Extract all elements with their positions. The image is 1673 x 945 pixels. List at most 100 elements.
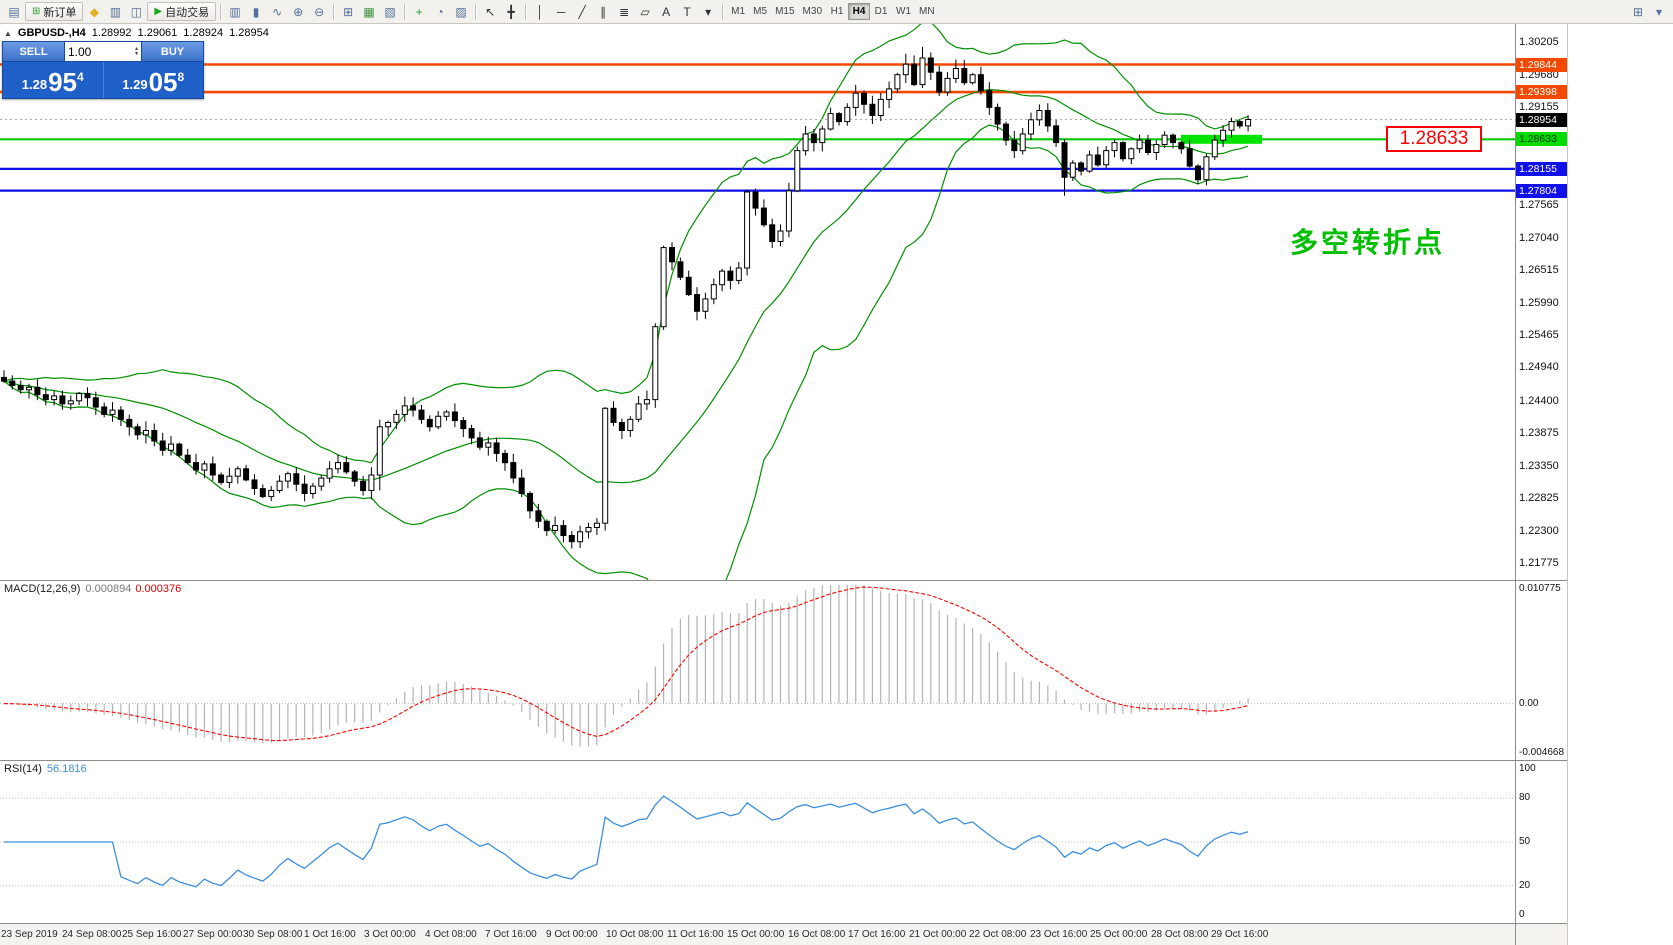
resistance-tag-2: 1.29398 [1516,85,1567,99]
macd-panel[interactable]: MACD(12,26,9) 0.000894 0.000376 [0,580,1515,760]
volume-input[interactable]: 1.00 ▴ ▾ [65,42,141,61]
timeframe-button-M30[interactable]: M30 [802,6,822,17]
price-tick: 1.29155 [1519,101,1559,113]
new-order-button[interactable]: ⊞ 新订单 [25,2,84,21]
crosshair-icon[interactable]: ╋ [507,4,515,19]
cursor-icon[interactable]: ↖ [485,4,496,19]
rsi-scale-tick: 100 [1519,763,1536,774]
periods-icon[interactable]: ◔ [436,4,444,19]
text-icon[interactable]: A [662,4,671,19]
rsi-chart[interactable] [0,761,1515,923]
autotrading-button[interactable]: ▶ 自动交易 [147,2,217,21]
channel-icon[interactable]: ∥ [600,4,607,19]
support-tag-2: 1.27804 [1516,184,1567,198]
time-axis-label: 25 Oct 00:00 [1090,929,1148,940]
buy-button[interactable]: BUY [141,42,203,61]
timeframe-button-MN[interactable]: MN [919,6,935,17]
timeframe-button-M1[interactable]: M1 [731,6,746,17]
time-axis-label: 17 Oct 16:00 [848,929,906,940]
time-axis[interactable]: 23 Sep 2019 24 Sep 08:00 25 Sep 16:00 27 Se… [0,923,1515,945]
line-chart-icon[interactable]: ∿ [272,4,283,19]
rsi-scale-tick: 80 [1519,792,1531,803]
new-chart-icon[interactable]: ⊞ [1632,4,1644,19]
arrange-windows-icon[interactable]: ▧ [384,4,396,19]
macd-label: MACD(12,26,9) 0.000894 0.000376 [4,583,181,595]
terminal-icon[interactable]: ▤ [8,4,20,19]
timeframe-button-M15[interactable]: M15 [775,6,795,17]
collapse-trade-panel-icon[interactable]: ▲ [4,28,12,38]
resistance-tag-1: 1.29844 [1516,58,1567,72]
price-scale-macd[interactable]: 0.010775 0.00 -0.004668 [1516,580,1567,760]
toolbar-separator [525,3,527,20]
time-axis-label: 16 Oct 08:00 [788,929,846,940]
bid-price[interactable]: 1.28 95 4 [3,62,104,98]
price-scale-main[interactable]: 1.302051.296801.291551.286301.281051.275… [1516,24,1567,580]
zoom-in-icon[interactable]: ⊕ [293,4,304,19]
ohlc-open: 1.28992 [91,27,132,39]
new-order-button-label: 新订单 [43,6,77,19]
time-axis-label: 24 Sep 08:00 [62,929,122,940]
auto-arrange-icon[interactable]: ▦ [363,4,375,19]
price-scale[interactable]: 1.302051.296801.291551.286301.281051.275… [1515,24,1567,945]
sell-button[interactable]: SELL [3,42,65,61]
price-tick: 1.23350 [1519,460,1559,472]
timeframe-button-W1[interactable]: W1 [896,6,911,17]
timeframe-button-H4[interactable]: H4 [848,3,870,20]
one-click-trade-panel: SELL 1.00 ▴ ▾ BUY 1.28 95 4 [2,41,204,99]
fibonacci-icon[interactable]: ≣ [619,4,630,19]
timeframe-button-M5[interactable]: M5 [753,6,768,17]
rsi-panel[interactable]: RSI(14) 56.1816 [0,760,1515,923]
time-axis-label: 25 Sep 16:00 [122,929,182,940]
tile-windows-icon[interactable]: ⊞ [343,4,354,19]
macd-value: 0.000894 [85,583,132,595]
timeframe-button-D1[interactable]: D1 [874,6,888,17]
price-scale-rsi[interactable]: 100 80 50 20 0 [1516,760,1567,923]
vertical-line-icon[interactable]: │ [536,4,544,19]
toolbar-separator [220,3,222,20]
indicators-icon[interactable]: + [415,4,423,19]
zoom-out-icon[interactable]: ⊖ [314,4,325,19]
time-axis-label: 23 Oct 16:00 [1030,929,1088,940]
candlestick-chart[interactable] [0,24,1515,580]
templates-icon[interactable]: ▨ [455,4,467,19]
ask-price[interactable]: 1.29 05 8 [104,62,204,98]
price-tick: 1.27565 [1519,199,1559,211]
time-axis-label: 9 Oct 00:00 [546,929,598,940]
candlestick-chart-icon[interactable]: ▮ [252,4,260,19]
time-axis-label: 27 Sep 00:00 [183,929,243,940]
price-tick: 1.25465 [1519,329,1559,341]
shapes-icon[interactable]: ▱ [640,4,650,19]
price-tick: 1.26515 [1519,264,1559,276]
time-axis-label: 28 Oct 08:00 [1151,929,1209,940]
trendline-icon[interactable]: ╱ [578,4,586,19]
bar-chart-icon[interactable]: ▥ [229,4,241,19]
macd-chart[interactable] [0,581,1515,760]
favorites-icon[interactable]: ◆ [89,4,99,19]
profiles-icon[interactable]: ▥ [109,4,122,19]
rsi-label: RSI(14) 56.1816 [4,763,87,775]
macd-scale-tick: 0.00 [1519,698,1539,709]
chart-window: ▲ GBPUSD-,H4 1.28992 1.29061 1.28924 1.2… [0,24,1515,945]
timeframe-button-H1[interactable]: H1 [830,6,844,17]
turning-point-annotation[interactable]: 多空转折点 [1290,227,1446,258]
price-annotation-box[interactable]: 1.28633 [1386,126,1482,152]
workspace: ▲ GBPUSD-,H4 1.28992 1.29061 1.28924 1.2… [0,24,1673,945]
volume-spinner-icon[interactable]: ▴ ▾ [134,45,138,57]
main-chart-panel[interactable]: ▲ GBPUSD-,H4 1.28992 1.29061 1.28924 1.2… [0,24,1515,580]
green-level-tag: 1.28633 [1516,132,1567,146]
autotrading-button-icon: ▶ [154,6,163,17]
new-order-button-icon: ⊞ [32,6,41,17]
bid-pips: 95 [48,67,78,97]
time-axis-label: 11 Oct 16:00 [667,929,724,940]
price-tick: 1.23875 [1519,427,1559,439]
bid-whole: 1.28 [21,77,48,92]
text-label-icon[interactable]: T [683,4,691,19]
chart-dropdown-icon[interactable]: ▾ [1655,4,1663,19]
price-tick: 1.24400 [1519,395,1559,407]
time-axis-label: 15 Oct 00:00 [727,929,785,940]
arrows-icon[interactable]: ▾ [705,4,712,19]
horizontal-line-icon[interactable]: ─ [556,4,566,19]
macd-scale-tick: -0.004668 [1519,747,1565,758]
time-axis-label: 22 Oct 08:00 [969,929,1027,940]
market-watch-icon[interactable]: ◫ [130,4,143,19]
